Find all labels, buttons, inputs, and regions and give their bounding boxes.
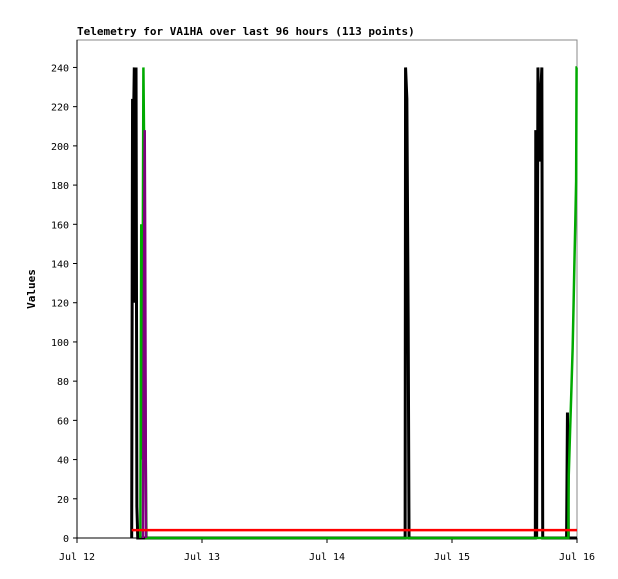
y-tick-label: 220 <box>51 103 69 114</box>
y-tick-label: 20 <box>57 495 69 506</box>
y-tick-label: 140 <box>51 260 69 271</box>
y-tick-label: 100 <box>51 338 69 349</box>
y-tick-label: 240 <box>51 63 69 74</box>
x-tick-label: Jul 14 <box>309 552 345 563</box>
y-tick-label: 120 <box>51 299 69 310</box>
y-tick-label: 200 <box>51 142 69 153</box>
y-tick-label: 80 <box>57 377 69 388</box>
y-tick-label: 60 <box>57 416 69 427</box>
plot-frame <box>76 39 578 539</box>
y-tick-label: 160 <box>51 220 69 231</box>
series-line-2 <box>141 130 148 539</box>
x-tick-label: Jul 16 <box>559 552 595 563</box>
x-tick-label: Jul 12 <box>59 552 95 563</box>
y-axis-label: Values <box>25 269 38 309</box>
x-tick-label: Jul 13 <box>184 552 220 563</box>
y-tick-label: 0 <box>63 534 69 545</box>
y-tick-label: 180 <box>51 181 69 192</box>
y-tick-label: 40 <box>57 456 69 467</box>
x-tick-label: Jul 15 <box>434 552 470 563</box>
chart-title: Telemetry for VA1HA over last 96 hours (… <box>77 25 415 38</box>
series-line-0 <box>130 67 577 540</box>
series-line-1 <box>139 66 578 540</box>
